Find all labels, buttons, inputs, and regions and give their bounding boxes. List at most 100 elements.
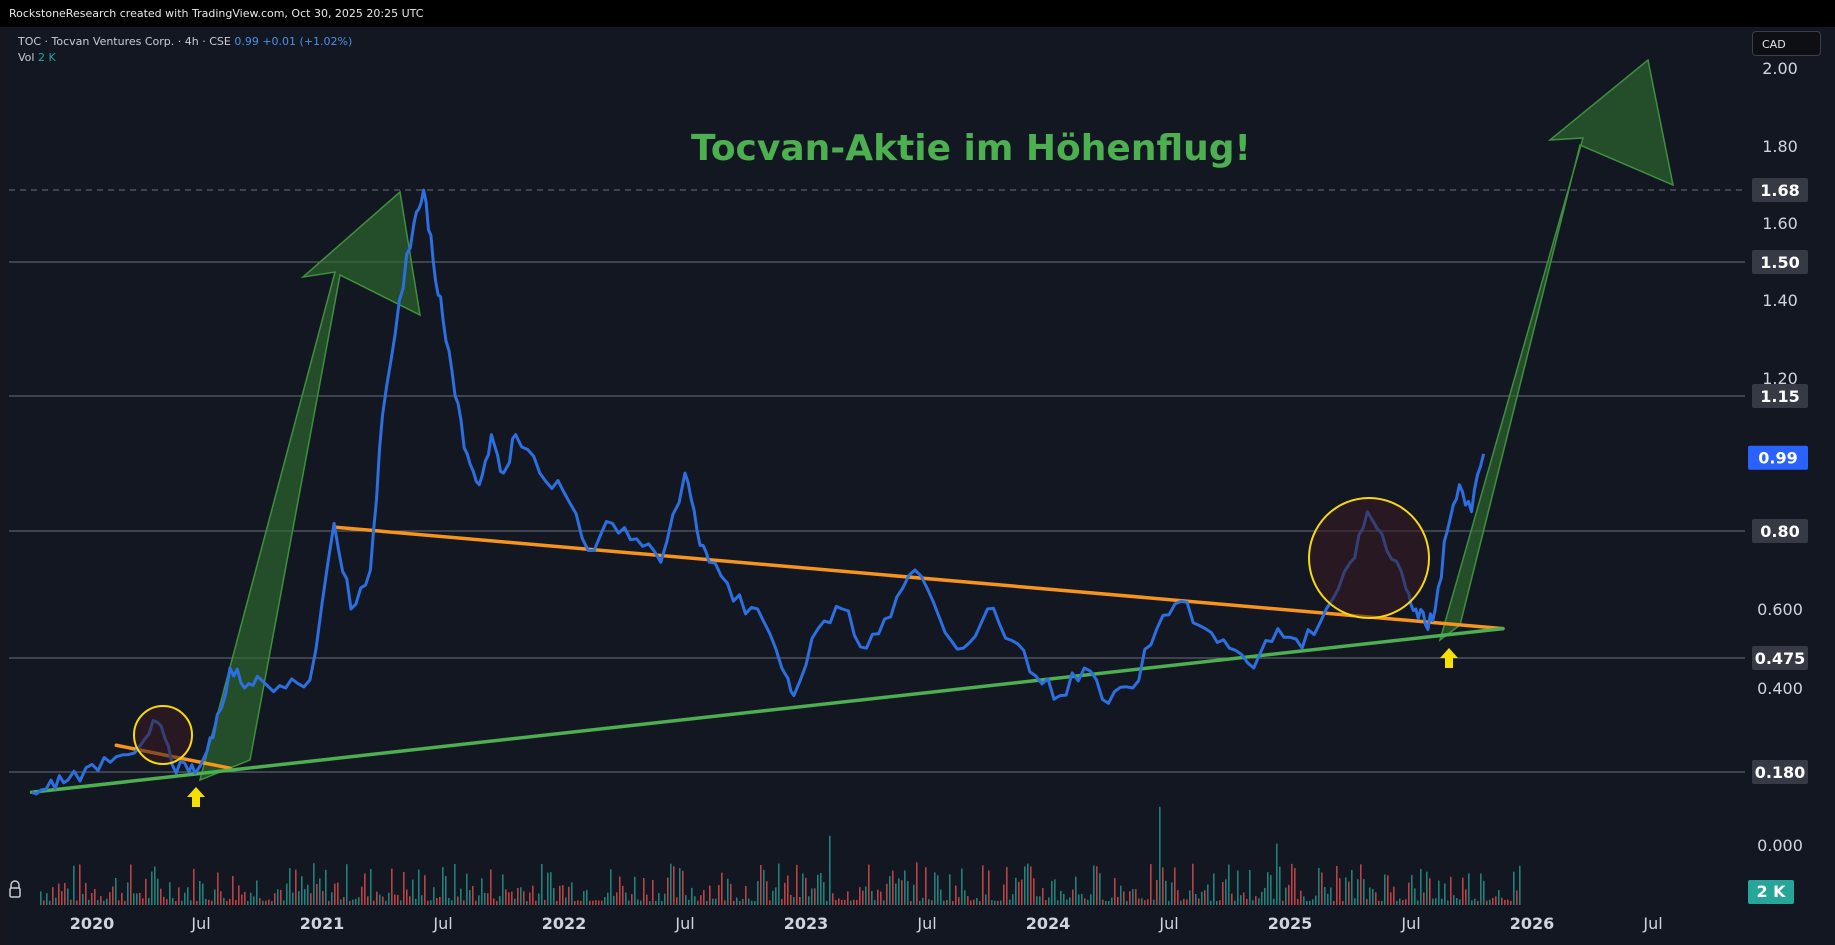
volume-bar-down xyxy=(616,892,618,905)
volume-bar-down xyxy=(577,900,579,905)
volume-bar-up xyxy=(313,863,315,905)
volume-bar-down xyxy=(1333,900,1335,905)
volume-bar-down xyxy=(394,894,396,905)
volume-bar-up xyxy=(1306,900,1308,905)
volume-bar-up xyxy=(1312,899,1314,905)
volume-bar-up xyxy=(1309,900,1311,905)
volume-bar-down xyxy=(373,900,375,905)
volume-bar-up xyxy=(466,873,468,905)
volume-bar-down xyxy=(697,900,699,905)
volume-bar-up xyxy=(1411,875,1413,905)
volume-bar-up xyxy=(1249,869,1251,905)
volume-bar-up xyxy=(583,891,585,905)
y-tick-label: 1.40 xyxy=(1762,291,1798,310)
volume-bar-up xyxy=(1081,893,1083,905)
volume-bar-up xyxy=(433,887,435,905)
y-tick-label: 0.000 xyxy=(1757,836,1803,855)
volume-bar-up xyxy=(1054,879,1056,905)
volume-bar-down xyxy=(1018,881,1020,905)
volume-bar-down xyxy=(1336,865,1338,905)
volume-bar-down xyxy=(490,869,492,905)
volume-bar-down xyxy=(529,892,531,905)
volume-bar-up xyxy=(604,897,606,905)
volume-bar-down xyxy=(1156,879,1158,905)
volume-bar-down xyxy=(1096,866,1098,905)
volume-bar-down xyxy=(1198,898,1200,905)
volume-bar-up xyxy=(1225,879,1227,905)
volume-bar-up xyxy=(550,872,552,905)
volume-bar-down xyxy=(1183,899,1185,905)
volume-bar-up xyxy=(670,863,672,905)
volume-bar-up xyxy=(895,883,897,905)
volume-bar-up xyxy=(1258,898,1260,905)
chart-frame[interactable] xyxy=(9,27,1835,945)
volume-bar-down xyxy=(721,872,723,905)
volume-bar-down xyxy=(622,885,624,905)
volume-bar-up xyxy=(613,895,615,905)
volume-bar-down xyxy=(892,870,894,905)
volume-bar-up xyxy=(748,898,750,905)
volume-bar-down xyxy=(343,897,345,905)
volume-bar-up xyxy=(1480,873,1482,905)
volume-bar-up xyxy=(1180,900,1182,905)
volume-bar-down xyxy=(880,891,882,905)
volume-bar-up xyxy=(1315,895,1317,905)
volume-bar-up xyxy=(937,875,939,905)
volume-bar-down xyxy=(1084,898,1086,905)
volume-bar-up xyxy=(1105,900,1107,905)
symbol-line: TOC · Tocvan Ventures Corp. · 4h · CSE xyxy=(18,35,231,48)
volume-bar-up xyxy=(706,900,708,905)
volume-bar-down xyxy=(925,867,927,905)
volume-bar-up xyxy=(865,886,867,905)
volume-bar-down xyxy=(1255,896,1257,905)
volume-bar-up xyxy=(661,900,663,905)
volume-bar-up xyxy=(1483,880,1485,905)
volume-bar-down xyxy=(544,899,546,905)
volume-bar-up xyxy=(169,882,171,905)
volume-bar-down xyxy=(796,864,798,905)
volume-bar-down xyxy=(196,900,198,905)
volume-bar-up xyxy=(1171,882,1173,905)
volume-bar-up xyxy=(1414,888,1416,905)
volume-bar-up xyxy=(526,901,528,905)
volume-bar-down xyxy=(178,887,180,905)
volume-bar-up xyxy=(88,899,90,905)
volume-bar-up xyxy=(808,896,810,905)
volume-bar-down xyxy=(916,862,918,905)
volume-bar-down xyxy=(844,899,846,905)
volume-bar-up xyxy=(40,891,42,905)
volume-bar-up xyxy=(904,870,906,905)
x-tick-label: 2026 xyxy=(1510,914,1555,933)
legend-price: 0.99 xyxy=(234,35,259,48)
volume-bar-up xyxy=(499,896,501,905)
symbol-legend: TOC · Tocvan Ventures Corp. · 4h · CSE 0… xyxy=(18,34,352,66)
volume-bar-down xyxy=(1492,897,1494,905)
volume-bar-down xyxy=(1282,900,1284,905)
volume-bar-down xyxy=(568,886,570,905)
x-tick-label: 2022 xyxy=(542,914,587,933)
volume-bar-up xyxy=(1279,866,1281,905)
volume-bar-up xyxy=(691,887,693,905)
volume-bar-down xyxy=(85,882,87,905)
volume-bar-down xyxy=(1162,867,1164,905)
volume-bar-down xyxy=(946,899,948,905)
volume-bar-down xyxy=(1138,898,1140,905)
volume-bar-down xyxy=(769,900,771,905)
volume-bar-down xyxy=(79,864,81,905)
volume-bar-up xyxy=(850,900,852,905)
volume-bar-down xyxy=(427,900,429,905)
volume-bar-down xyxy=(730,883,732,905)
currency-button[interactable]: CAD xyxy=(1752,31,1821,56)
volume-bar-down xyxy=(1387,875,1389,905)
volume-bar-up xyxy=(136,893,138,905)
x-axis: 2020 Jul 2021 Jul 2022 Jul 2023 Jul 2024 Jul 2025 J… xyxy=(70,914,1663,933)
price-line xyxy=(31,188,1486,796)
volume-bar-up xyxy=(1207,884,1209,905)
up-arrow xyxy=(1438,58,1675,642)
volume-bar-down xyxy=(1375,892,1377,905)
volume-bar-down xyxy=(1348,881,1350,905)
volume-bar-down xyxy=(967,896,969,905)
volume-bar-up xyxy=(271,900,273,905)
lock-icon[interactable] xyxy=(8,880,22,898)
